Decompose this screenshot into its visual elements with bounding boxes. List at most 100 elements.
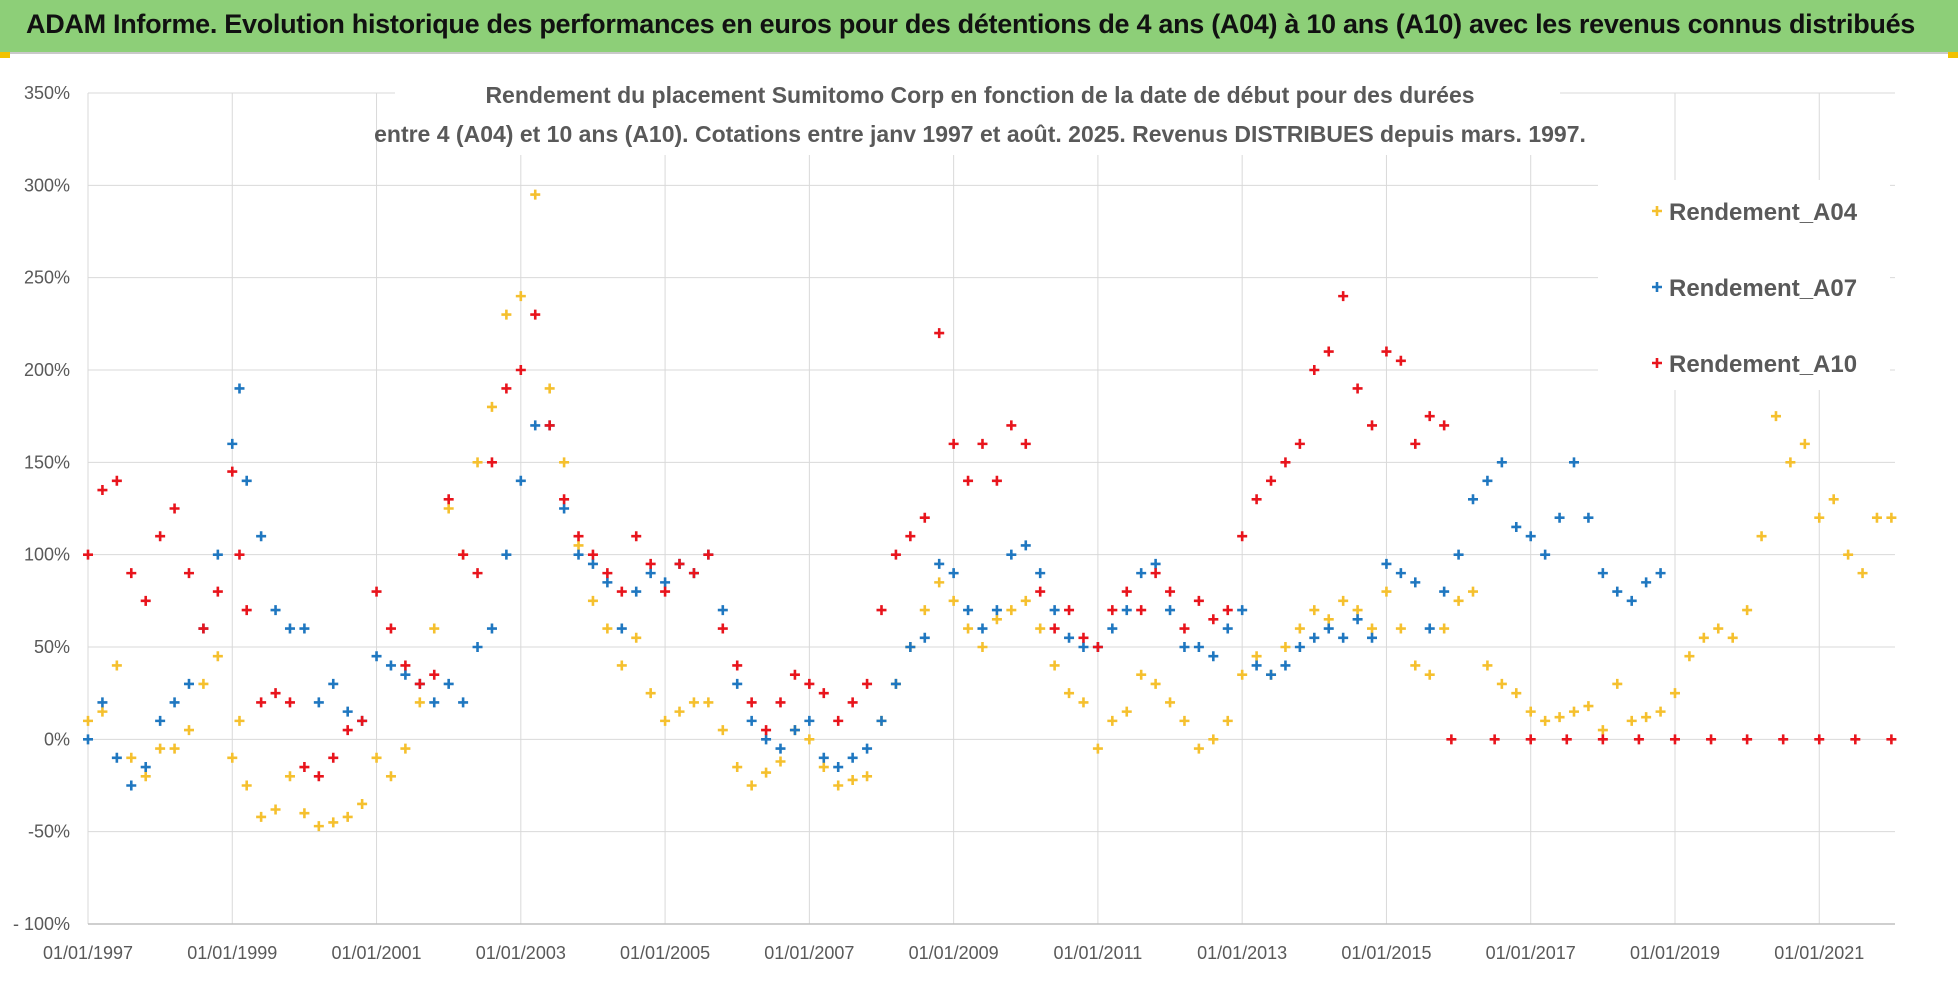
legend-label: Rendement_A10: [1669, 351, 1857, 378]
data-point: [660, 586, 671, 597]
data-point: [977, 438, 988, 449]
data-point: [991, 605, 1002, 616]
data-point: [948, 568, 959, 579]
data-point: [1266, 475, 1277, 486]
data-point: [1352, 383, 1363, 394]
data-point: [645, 568, 656, 579]
data-point: [472, 642, 483, 652]
data-point: [818, 762, 829, 773]
data-point: [1540, 715, 1551, 726]
data-point: [1107, 605, 1118, 616]
report-banner: ADAM Informe. Evolution historique des p…: [0, 0, 1958, 54]
data-point: [1597, 725, 1608, 736]
data-point: [270, 804, 281, 815]
data-point: [761, 725, 772, 736]
data-point: [818, 752, 829, 763]
data-point: [703, 697, 714, 708]
data-point: [559, 494, 570, 505]
data-point: [862, 743, 873, 754]
data-point: [97, 697, 108, 708]
y-tick-label: 0%: [44, 729, 70, 749]
y-tick-label: 100%: [24, 545, 70, 565]
data-point: [1727, 632, 1738, 643]
data-point: [1078, 642, 1089, 652]
data-point: [1222, 715, 1233, 726]
x-tick-label: 01/01/2013: [1197, 943, 1287, 963]
data-point: [833, 780, 844, 791]
data-point: [1525, 531, 1536, 542]
data-point: [804, 734, 815, 745]
data-point: [948, 595, 959, 606]
data-point: [1482, 475, 1493, 486]
data-point: [1511, 688, 1522, 699]
data-point: [313, 821, 324, 832]
legend-label: Rendement_A07: [1669, 275, 1857, 302]
report-title: ADAM Informe. Evolution historique des p…: [26, 9, 1916, 39]
data-marks: [83, 189, 1897, 832]
data-point: [1049, 660, 1060, 671]
data-point: [1136, 605, 1147, 616]
data-point: [1482, 660, 1493, 671]
data-point: [761, 734, 772, 745]
data-point: [1669, 688, 1680, 699]
data-point: [847, 774, 858, 785]
data-point: [1208, 734, 1219, 745]
data-point: [472, 568, 483, 579]
data-point: [1756, 531, 1767, 542]
data-point: [169, 743, 180, 754]
data-point: [1222, 605, 1233, 616]
data-point: [1597, 734, 1608, 745]
data-point: [1121, 706, 1132, 717]
data-point: [530, 189, 541, 200]
data-point: [97, 706, 108, 717]
data-point: [1251, 494, 1262, 505]
data-point: [991, 475, 1002, 486]
data-point: [804, 678, 815, 689]
data-point: [559, 503, 570, 514]
data-point: [83, 734, 93, 745]
data-point: [1078, 632, 1089, 643]
data-point: [515, 475, 526, 486]
x-tick-label: 01/01/2011: [1054, 943, 1143, 963]
data-point: [458, 697, 469, 708]
data-point: [1092, 642, 1103, 652]
data-point: [1843, 549, 1854, 560]
data-point: [1280, 457, 1291, 468]
data-point: [1107, 623, 1118, 634]
data-point: [1410, 660, 1421, 671]
data-point: [789, 725, 800, 736]
data-point: [1886, 734, 1897, 745]
data-point: [1424, 623, 1435, 634]
y-axis: 350% 300% 250% 200% 150% 100% 50% 0% -50% - 100%: [13, 83, 70, 934]
data-point: [616, 623, 627, 634]
data-point: [1179, 715, 1190, 726]
data-point: [126, 568, 137, 579]
data-point: [1020, 438, 1031, 449]
data-point: [1410, 577, 1421, 588]
data-point: [1496, 457, 1507, 468]
data-point: [573, 540, 584, 551]
data-point: [357, 798, 368, 809]
data-point: [1020, 595, 1031, 606]
data-point: [1107, 715, 1118, 726]
data-point: [1439, 586, 1450, 597]
data-point: [1468, 586, 1479, 597]
data-point: [1020, 540, 1031, 551]
data-point: [1814, 512, 1825, 523]
data-point: [256, 697, 267, 708]
data-point: [717, 725, 728, 736]
data-point: [1309, 605, 1320, 616]
data-point: [429, 623, 440, 634]
data-point: [1165, 605, 1176, 616]
data-point: [486, 457, 497, 468]
data-point: [833, 715, 844, 726]
data-point: [1641, 712, 1652, 723]
data-point: [501, 549, 512, 560]
data-point: [1237, 605, 1248, 616]
data-point: [1208, 614, 1219, 625]
legend-marker: [1652, 358, 1662, 368]
data-point: [688, 568, 699, 579]
data-point: [876, 605, 887, 616]
data-point: [1395, 623, 1406, 634]
data-point: [328, 678, 339, 689]
